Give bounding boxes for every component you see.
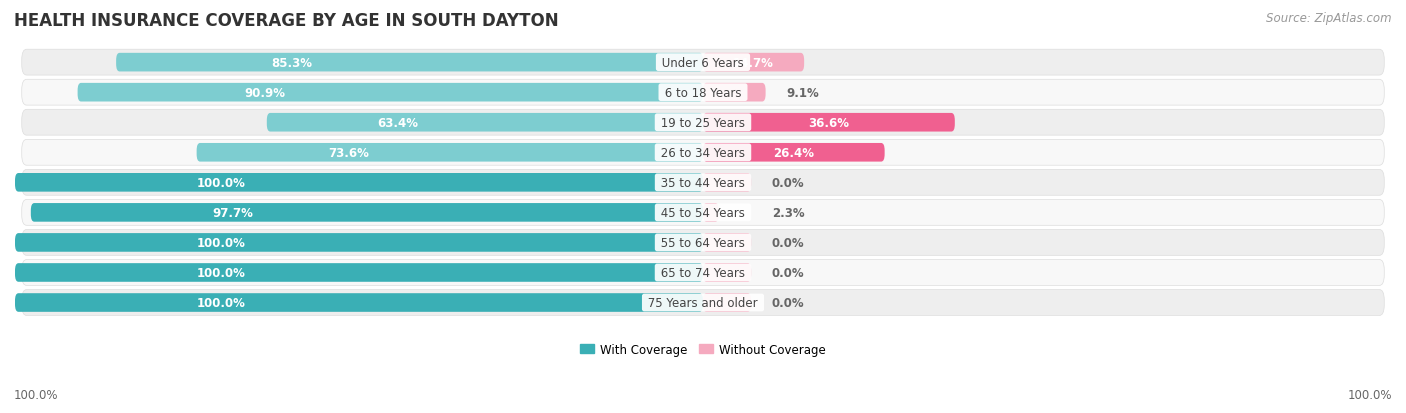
Text: 100.0%: 100.0% xyxy=(197,296,246,309)
Text: 35 to 44 Years: 35 to 44 Years xyxy=(657,176,749,190)
Text: 0.0%: 0.0% xyxy=(772,176,804,190)
Text: 26 to 34 Years: 26 to 34 Years xyxy=(657,147,749,159)
Text: 0.0%: 0.0% xyxy=(772,296,804,309)
FancyBboxPatch shape xyxy=(21,260,1385,286)
Text: 0.0%: 0.0% xyxy=(772,266,804,279)
Text: Source: ZipAtlas.com: Source: ZipAtlas.com xyxy=(1267,12,1392,25)
Text: 97.7%: 97.7% xyxy=(212,206,253,219)
FancyBboxPatch shape xyxy=(21,50,1385,76)
Text: 100.0%: 100.0% xyxy=(197,176,246,190)
Text: 85.3%: 85.3% xyxy=(271,57,312,69)
Text: HEALTH INSURANCE COVERAGE BY AGE IN SOUTH DAYTON: HEALTH INSURANCE COVERAGE BY AGE IN SOUT… xyxy=(14,12,558,30)
FancyBboxPatch shape xyxy=(703,114,955,132)
Text: 90.9%: 90.9% xyxy=(245,86,285,100)
Text: 6 to 18 Years: 6 to 18 Years xyxy=(661,86,745,100)
Text: 0.0%: 0.0% xyxy=(772,236,804,249)
Text: 65 to 74 Years: 65 to 74 Years xyxy=(657,266,749,279)
FancyBboxPatch shape xyxy=(15,173,703,192)
FancyBboxPatch shape xyxy=(21,140,1385,166)
Text: 19 to 25 Years: 19 to 25 Years xyxy=(657,116,749,129)
FancyBboxPatch shape xyxy=(21,230,1385,256)
FancyBboxPatch shape xyxy=(15,233,703,252)
FancyBboxPatch shape xyxy=(197,144,703,162)
FancyBboxPatch shape xyxy=(703,173,751,192)
Text: 55 to 64 Years: 55 to 64 Years xyxy=(657,236,749,249)
Text: 45 to 54 Years: 45 to 54 Years xyxy=(657,206,749,219)
Text: 73.6%: 73.6% xyxy=(328,147,368,159)
FancyBboxPatch shape xyxy=(703,263,751,282)
Text: 36.6%: 36.6% xyxy=(808,116,849,129)
Legend: With Coverage, Without Coverage: With Coverage, Without Coverage xyxy=(575,338,831,361)
Text: 63.4%: 63.4% xyxy=(377,116,418,129)
FancyBboxPatch shape xyxy=(703,233,751,252)
Text: Under 6 Years: Under 6 Years xyxy=(658,57,748,69)
FancyBboxPatch shape xyxy=(267,114,703,132)
FancyBboxPatch shape xyxy=(703,204,718,222)
FancyBboxPatch shape xyxy=(31,204,703,222)
FancyBboxPatch shape xyxy=(703,294,751,312)
FancyBboxPatch shape xyxy=(703,144,884,162)
Text: 75 Years and older: 75 Years and older xyxy=(644,296,762,309)
Text: 14.7%: 14.7% xyxy=(733,57,775,69)
FancyBboxPatch shape xyxy=(21,170,1385,196)
Text: 9.1%: 9.1% xyxy=(786,86,820,100)
Text: 100.0%: 100.0% xyxy=(197,236,246,249)
Text: 100.0%: 100.0% xyxy=(14,388,59,401)
FancyBboxPatch shape xyxy=(21,80,1385,106)
FancyBboxPatch shape xyxy=(21,290,1385,316)
Text: 26.4%: 26.4% xyxy=(773,147,814,159)
FancyBboxPatch shape xyxy=(703,54,804,72)
FancyBboxPatch shape xyxy=(21,110,1385,136)
FancyBboxPatch shape xyxy=(15,294,703,312)
FancyBboxPatch shape xyxy=(117,54,703,72)
FancyBboxPatch shape xyxy=(703,84,766,102)
FancyBboxPatch shape xyxy=(15,263,703,282)
Text: 100.0%: 100.0% xyxy=(197,266,246,279)
FancyBboxPatch shape xyxy=(21,200,1385,226)
Text: 100.0%: 100.0% xyxy=(1347,388,1392,401)
Text: 2.3%: 2.3% xyxy=(772,206,804,219)
FancyBboxPatch shape xyxy=(77,84,703,102)
